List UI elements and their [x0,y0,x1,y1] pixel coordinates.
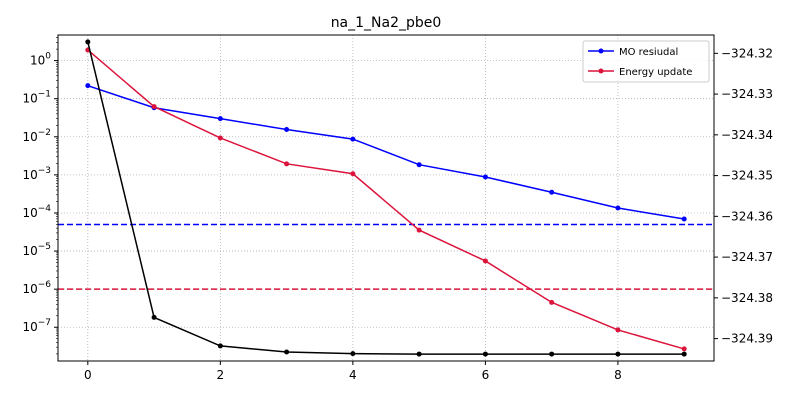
left-tick-label: 10−3 [22,166,51,182]
right-tick-label: −324.34 [721,128,773,142]
right-tick-label: −324.32 [721,46,773,60]
series-1-point [615,327,621,333]
series-2-point [416,351,422,357]
series-0-point [217,116,223,122]
series-line-2 [87,41,685,355]
legend: MO resiudal Energy update [582,40,710,83]
x-tick-label: 0 [84,368,92,382]
series-lines [85,39,687,357]
left-tick-label: 10−6 [22,280,51,296]
right-tick-label: −324.39 [721,332,773,346]
series-0-point [284,127,290,133]
legend-marker-energy-update [598,68,604,74]
legend-label-energy-update: Energy update [619,67,692,78]
series-0-point [85,83,91,89]
legend-marker-mo-residual [598,48,604,54]
series-1-point [151,104,157,110]
series-2-point [85,39,91,45]
x-tick-label: 6 [482,368,490,382]
series-0-point [482,174,488,180]
legend-box [582,40,710,83]
series-line-0 [87,84,685,220]
chart-title: na_1_Na2_pbe0 [331,15,442,31]
left-tick-label: 10−7 [22,318,51,334]
axes: 0 2 4 6 8 100 10−1 10−2 10−3 10−4 10−5 10−6 10−7 −324… [22,37,773,382]
left-tick-label: 10−1 [22,90,51,106]
grid-lines [58,35,714,361]
series-1-point [284,161,290,167]
series-1-point [350,171,356,177]
series-1-point [482,258,488,264]
right-tick-label: −324.36 [721,209,773,223]
series-line-1 [87,49,685,350]
series-2-point [151,314,157,320]
series-1-point [681,346,687,352]
x-tick-label: 8 [614,368,622,382]
series-2-point [284,349,290,355]
series-1-point [217,135,223,141]
series-2-point [350,351,356,357]
series-2-point [681,351,687,357]
x-tick-label: 2 [217,368,225,382]
series-0-point [350,136,356,142]
x-tick-label: 4 [349,368,357,382]
right-tick-label: −324.35 [721,169,773,183]
series-0-point [416,162,422,168]
series-0-point [615,205,621,211]
series-2-point [217,343,223,349]
legend-label-mo-residual: MO resiudal [619,47,678,58]
series-1-point [549,299,555,305]
left-tick-label: 10−5 [22,242,51,258]
series-2-point [615,351,621,357]
right-tick-label: −324.33 [721,87,773,101]
series-1-point [416,227,422,233]
right-tick-label: −324.37 [721,250,773,264]
right-tick-label: −324.38 [721,291,773,305]
series-2-point [482,351,488,357]
left-tick-label: 10−2 [22,128,51,144]
left-tick-label: 10−4 [22,204,51,220]
plot-frame [57,34,715,362]
left-tick-label: 100 [30,52,51,68]
series-2-point [549,351,555,357]
threshold-lines [58,223,714,290]
series-0-point [549,189,555,195]
series-0-point [681,216,687,222]
